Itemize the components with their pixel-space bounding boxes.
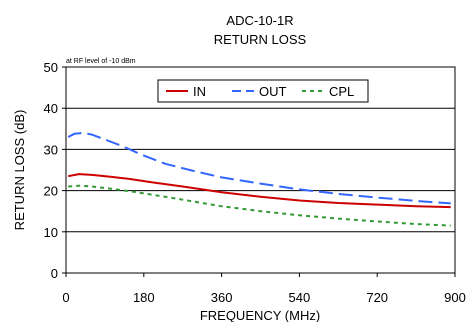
- series-layer: [67, 131, 451, 227]
- y-axis-label: RETURN LOSS (dB): [12, 110, 27, 231]
- y-tick-label: 50: [44, 60, 58, 75]
- x-tick-label: 900: [444, 290, 466, 305]
- legend-label-in: IN: [193, 84, 206, 99]
- legend-box: [157, 79, 369, 103]
- chart-title: ADC-10-1R: [226, 13, 293, 28]
- y-tick-label: 10: [44, 225, 58, 240]
- y-tick-label: 40: [44, 101, 58, 116]
- x-tick-label: 720: [366, 290, 388, 305]
- axis-ticks: 0 10 20 30 40 50 0 180 360 540 720 900: [44, 60, 466, 305]
- series-line-out: [67, 131, 451, 205]
- x-tick-label: 0: [62, 290, 69, 305]
- series-line-cpl: [68, 184, 451, 227]
- y-tick-label: 30: [44, 142, 58, 157]
- rf-level-annotation: at RF level of -10 dBm: [66, 58, 136, 65]
- x-tick-label: 180: [133, 290, 155, 305]
- x-tick-label: 540: [289, 290, 311, 305]
- series-line-in: [68, 173, 451, 209]
- x-tick-label: 360: [211, 290, 233, 305]
- chart-subtitle: RETURN LOSS: [214, 32, 307, 47]
- chart-legend: IN OUT CPL: [157, 79, 369, 103]
- legend-label-cpl: CPL: [329, 84, 354, 99]
- y-tick-label: 0: [51, 266, 58, 281]
- y-tick-label: 20: [44, 184, 58, 199]
- x-axis-label: FREQUENCY (MHz): [200, 308, 320, 322]
- legend-label-out: OUT: [259, 84, 287, 99]
